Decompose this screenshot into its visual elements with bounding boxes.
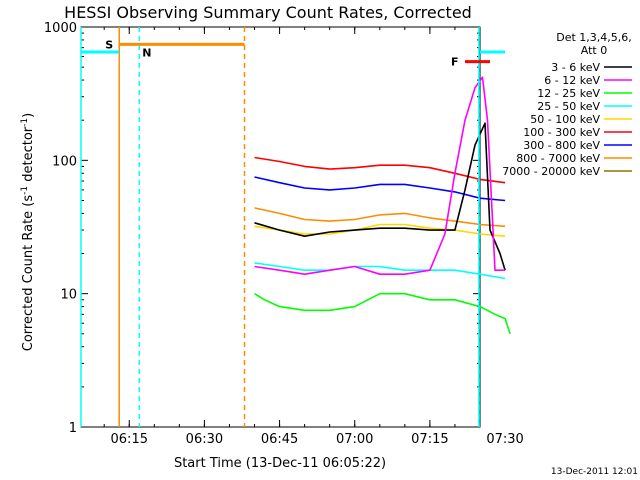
series-layer [254,76,511,335]
x-tick-label: 06:45 [261,432,298,447]
x-tick-label: 07:15 [411,432,448,447]
footer-timestamp: 13-Dec-2011 12:01 [551,467,638,477]
legend-entry-label: 800 - 7000 keV [516,152,600,165]
y-axis-label-text: Corrected Count Rate (s [21,195,36,352]
y-axis-label-mid: detector [21,126,36,186]
svg-text:Corrected Count Rate (s-1 dete: Corrected Count Rate (s-1 detector-1) [20,113,36,351]
series-line-100-300keV [254,156,506,184]
series-line-800-7000keV [254,207,506,228]
saa-label: S [105,38,113,51]
legend-entry-label: 50 - 100 keV [530,113,600,126]
legend-entry-label: 3 - 6 keV [551,61,600,74]
y-tick-label: 1 [69,421,77,436]
y-tick-label: 10 [60,288,77,303]
y-axis-label-end: ) [21,113,36,118]
legend-entry-label: 6 - 12 keV [544,74,600,87]
series-line-25-50keV [254,262,506,280]
y-tick-label: 1000 [44,21,77,36]
y-tick-label: 100 [52,154,77,169]
x-axis-label: Start Time (13-Dec-11 06:05:22) [174,456,386,471]
flare-label: F [451,56,459,69]
x-tick-label: 07:00 [336,432,373,447]
series-line-3-6keV [254,122,506,271]
legend-entry-label: 300 - 800 keV [523,139,600,152]
night-label: N [142,46,151,59]
y-axis-label-sup2: -1 [20,118,30,127]
x-tick-label: 06:30 [186,432,223,447]
legend-entry-label: 25 - 50 keV [537,100,600,113]
legend-header-line1: Det 1,3,4,5,6, [556,31,632,44]
series-line-12-25keV [254,292,511,335]
y-axis-label-sup1: -1 [20,186,30,195]
series-line-50-100keV [254,223,506,237]
legend-entry-label: 12 - 25 keV [537,87,600,100]
legend-entry-label: 7000 - 20000 keV [502,165,600,178]
annotation-layer: S N F [80,27,506,427]
x-tick-label: 07:30 [486,432,523,447]
legend-header-line2: Att 0 [581,44,607,57]
legend-entry-label: 100 - 300 keV [523,126,600,139]
series-line-6-12keV [254,76,506,275]
chart-title: HESSI Observing Summary Count Rates, Cor… [64,3,472,22]
y-axis-label: Corrected Count Rate (s-1 detector-1) [20,113,36,351]
x-tick-label: 06:15 [111,432,148,447]
axis-ticks: 1 10 100 1000 06:15 06:30 06:45 07:00 07:15 07:30 [44,21,524,447]
